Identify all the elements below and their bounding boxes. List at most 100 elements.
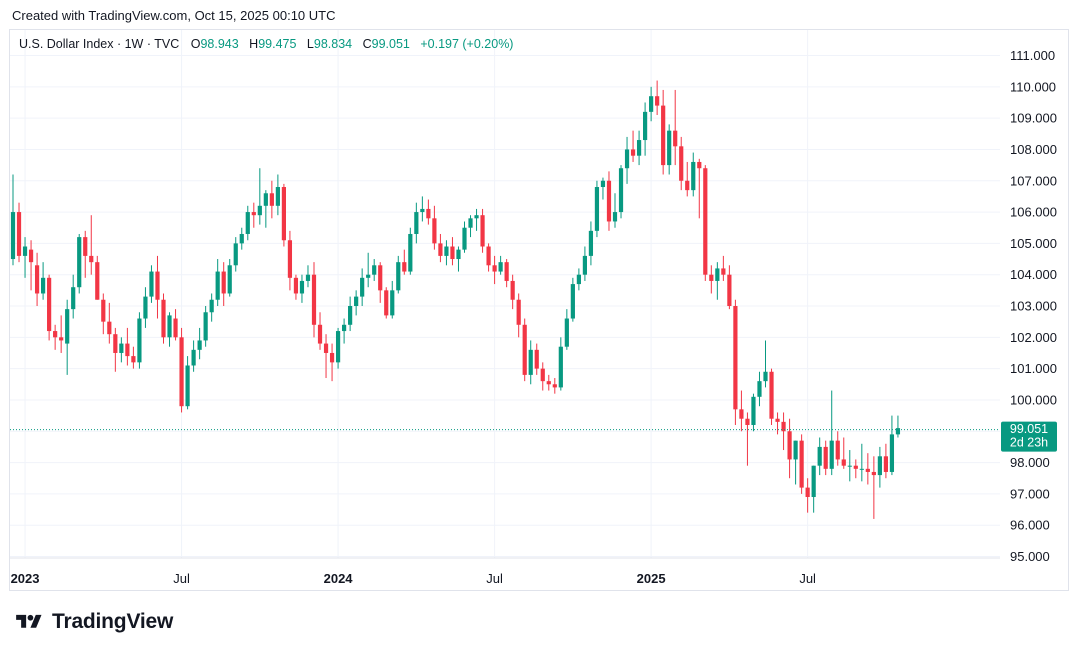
candle-body-down[interactable] [661, 105, 666, 166]
candle-body-down[interactable] [486, 246, 491, 266]
candle-body-up[interactable] [715, 268, 720, 281]
candle-body-up[interactable] [149, 271, 154, 297]
candle-body-up[interactable] [829, 440, 834, 469]
candle-body-down[interactable] [673, 130, 678, 147]
candle-body-up[interactable] [564, 318, 569, 347]
candle-body-down[interactable] [606, 180, 612, 222]
candle-body-up[interactable] [348, 306, 353, 325]
candle-body-down[interactable] [125, 343, 130, 357]
candle-body-up[interactable] [10, 212, 16, 260]
candle-body-up[interactable] [372, 265, 377, 275]
candle-body-up[interactable] [65, 309, 70, 344]
candle-body-up[interactable] [408, 233, 413, 272]
candle-body-up[interactable] [396, 262, 401, 291]
candle-body-up[interactable] [444, 246, 449, 256]
candle-body-up[interactable] [763, 371, 768, 382]
candle-body-up[interactable] [793, 440, 798, 460]
candle-body-down[interactable] [534, 349, 539, 369]
candle-body-up[interactable] [474, 215, 479, 219]
candle-body-down[interactable] [53, 331, 58, 338]
candle-body-down[interactable] [697, 161, 702, 169]
candle-body-up[interactable] [414, 212, 419, 234]
candle-body-down[interactable] [311, 274, 317, 325]
candle-body-down[interactable] [281, 187, 286, 241]
candle-body-up[interactable] [335, 331, 341, 363]
candle-body-up[interactable] [859, 468, 864, 470]
candle-body-up[interactable] [137, 318, 142, 363]
candle-body-up[interactable] [582, 255, 587, 275]
candle-body-down[interactable] [775, 418, 780, 422]
candle-body-down[interactable] [113, 334, 118, 353]
candle-body-down[interactable] [131, 356, 136, 363]
candle-body-down[interactable] [546, 381, 551, 385]
candle-body-down[interactable] [251, 212, 256, 216]
candle-body-down[interactable] [317, 324, 323, 344]
candle-body-down[interactable] [630, 149, 636, 156]
candle-body-down[interactable] [59, 337, 64, 341]
candle-body-up[interactable] [239, 233, 244, 244]
candle-body-up[interactable] [245, 212, 250, 234]
candle-body-down[interactable] [552, 384, 557, 388]
candle-body-down[interactable] [516, 299, 521, 325]
candle-body-up[interactable] [528, 349, 533, 375]
candle-body-up[interactable] [263, 193, 268, 206]
candle-body-down[interactable] [871, 471, 876, 476]
candle-body-up[interactable] [877, 456, 882, 476]
symbol-title[interactable]: U.S. Dollar Index · 1W · TVC [19, 37, 180, 51]
candle-body-up[interactable] [119, 343, 124, 353]
candle-body-down[interactable] [378, 265, 383, 291]
candle-body-up[interactable] [636, 140, 642, 156]
candle-body-up[interactable] [420, 208, 425, 213]
candle-body-down[interactable] [101, 299, 106, 322]
candle-body-up[interactable] [600, 180, 606, 188]
candle-body-up[interactable] [366, 274, 371, 278]
candle-body-down[interactable] [492, 265, 497, 272]
candle-body-up[interactable] [299, 280, 305, 294]
candle-body-down[interactable] [709, 274, 714, 281]
candle-body-up[interactable] [227, 265, 232, 294]
candle-body-up[interactable] [811, 465, 816, 498]
candle-body-up[interactable] [558, 346, 563, 388]
candle-body-down[interactable] [83, 237, 88, 256]
candle-body-down[interactable] [47, 277, 52, 332]
candle-body-down[interactable] [287, 240, 293, 278]
candle-body-up[interactable] [757, 381, 762, 397]
candle-body-up[interactable] [456, 249, 461, 260]
candle-body-up[interactable] [191, 349, 196, 366]
candle-body-down[interactable] [161, 299, 166, 338]
candle-body-down[interactable] [841, 459, 846, 466]
candle-body-down[interactable] [721, 268, 726, 275]
candle-body-down[interactable] [727, 274, 732, 306]
candle-body-up[interactable] [143, 296, 148, 319]
candle-body-down[interactable] [853, 465, 858, 469]
candle-body-up[interactable] [576, 274, 581, 285]
candle-body-up[interactable] [643, 111, 648, 141]
candle-body-down[interactable] [426, 208, 431, 219]
candle-body-up[interactable] [233, 243, 238, 266]
candle-body-up[interactable] [570, 284, 575, 319]
candle-body-up[interactable] [667, 130, 672, 166]
candle-body-up[interactable] [209, 299, 214, 313]
candle-body-down[interactable] [293, 277, 299, 294]
candle-body-down[interactable] [480, 215, 485, 247]
candle-body-down[interactable] [805, 487, 810, 498]
candle-body-up[interactable] [612, 212, 618, 222]
candle-body-up[interactable] [342, 324, 347, 332]
candle-body-up[interactable] [257, 205, 262, 216]
candle-body-down[interactable] [504, 262, 509, 281]
candle-body-down[interactable] [269, 193, 274, 206]
candle-body-down[interactable] [329, 352, 335, 363]
candle-body-down[interactable] [685, 180, 690, 191]
candle-body-up[interactable] [691, 161, 696, 191]
candle-body-down[interactable] [739, 409, 744, 419]
time-axis[interactable]: 2023 Jul 2024 Jul 2025 Jul [11, 571, 816, 586]
candle-body-down[interactable] [540, 368, 545, 382]
candle-body-down[interactable] [865, 468, 870, 472]
candle-body-down[interactable] [384, 290, 389, 316]
candle-body-up[interactable] [498, 262, 503, 272]
candle-body-down[interactable] [655, 96, 660, 106]
price-axis[interactable]: 95.000 96.000 97.000 98.000 100.000 101.000 10… [1010, 48, 1057, 564]
candle-body-up[interactable] [751, 396, 756, 425]
candle-body-up[interactable] [185, 365, 190, 407]
candle-body-down[interactable] [450, 246, 455, 260]
